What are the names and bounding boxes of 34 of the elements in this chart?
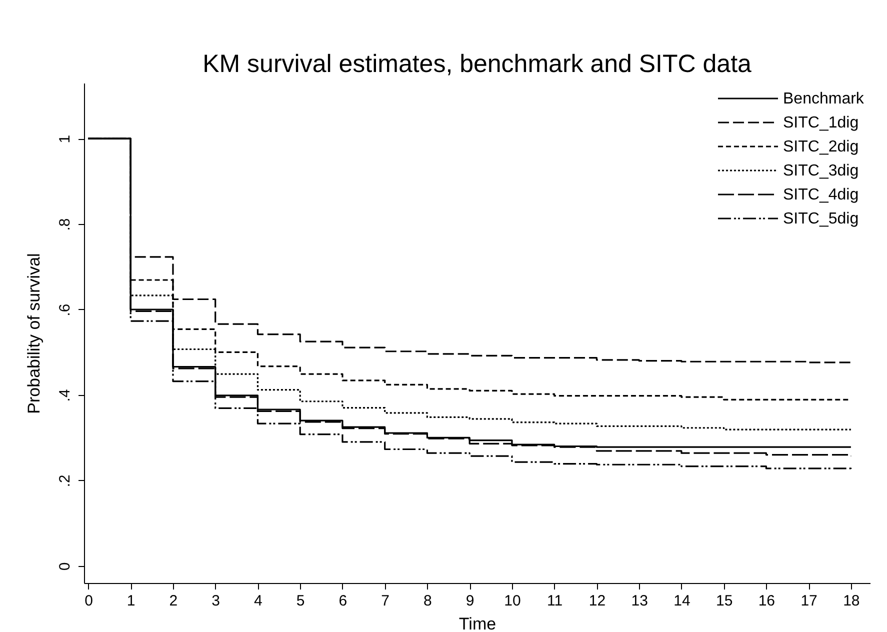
x-tick-label: 2: [169, 592, 178, 610]
x-tick-label: 18: [843, 592, 860, 610]
x-tick-label: 9: [466, 592, 474, 610]
x-tick-label: 6: [338, 592, 348, 610]
y-tick-label: 1: [56, 134, 74, 144]
x-tick-label: 7: [381, 592, 390, 610]
x-tick-label: 14: [674, 592, 690, 610]
y-tick-label: .8: [56, 218, 74, 231]
y-tick-label: .6: [56, 304, 74, 316]
x-tick-label: 17: [800, 592, 818, 610]
x-axis-title: Time: [458, 614, 496, 632]
y-tick-label: .2: [56, 474, 74, 488]
x-tick-label: 11: [547, 592, 563, 610]
x-tick-label: 13: [631, 592, 648, 610]
chart-title: KM survival estimates, benchmark and SITC data: [202, 50, 752, 78]
x-tick-label: 10: [504, 592, 521, 610]
x-tick-label: 3: [212, 592, 220, 610]
y-axis-title: Probability of survival: [24, 253, 44, 414]
legend-label: SITC_3dig: [783, 162, 859, 180]
x-tick-label: 15: [716, 592, 733, 610]
legend-label: SITC_5dig: [783, 210, 859, 228]
legend-label: SITC_4dig: [783, 186, 859, 204]
legend-label: SITC_1dig: [783, 114, 859, 132]
x-tick-label: 8: [424, 592, 432, 610]
y-tick-label: .4: [56, 389, 74, 402]
x-tick-label: 0: [84, 592, 93, 610]
x-tick-label: 16: [758, 592, 776, 610]
y-tick-label: 0: [56, 562, 74, 571]
x-tick-label: 5: [296, 592, 305, 610]
legend-label: SITC_2dig: [783, 138, 859, 156]
x-tick-label: 1: [126, 592, 136, 610]
x-tick-label: 4: [254, 592, 262, 610]
x-tick-label: 12: [588, 592, 606, 610]
legend-label: Benchmark: [783, 90, 865, 108]
